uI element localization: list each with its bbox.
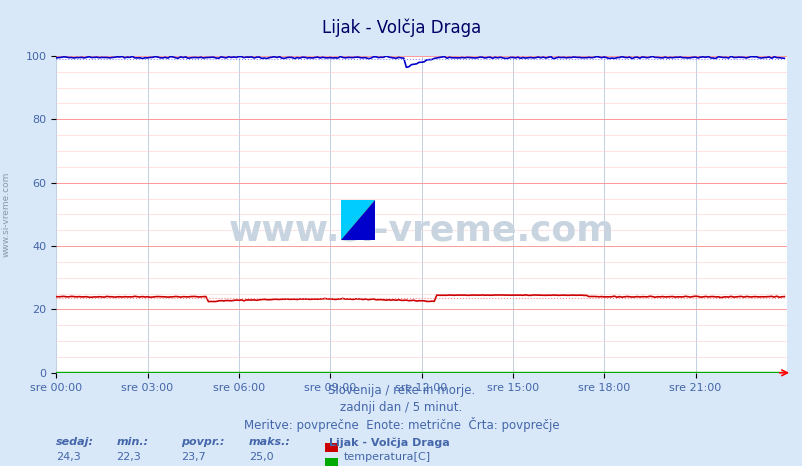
Text: zadnji dan / 5 minut.: zadnji dan / 5 minut. bbox=[340, 401, 462, 414]
Text: Meritve: povprečne  Enote: metrične  Črta: povprečje: Meritve: povprečne Enote: metrične Črta:… bbox=[243, 417, 559, 432]
Polygon shape bbox=[341, 200, 375, 240]
Text: 24,3: 24,3 bbox=[56, 452, 81, 461]
Text: 22,3: 22,3 bbox=[116, 452, 141, 461]
Text: maks.:: maks.: bbox=[249, 437, 290, 447]
Text: Lijak - Volčja Draga: Lijak - Volčja Draga bbox=[322, 19, 480, 37]
Text: www.si-vreme.com: www.si-vreme.com bbox=[2, 171, 11, 257]
Text: 23,7: 23,7 bbox=[180, 452, 205, 461]
Text: min.:: min.: bbox=[116, 437, 148, 447]
Text: temperatura[C]: temperatura[C] bbox=[343, 452, 430, 461]
Text: Slovenija / reke in morje.: Slovenija / reke in morje. bbox=[327, 384, 475, 397]
Polygon shape bbox=[341, 200, 375, 240]
Text: povpr.:: povpr.: bbox=[180, 437, 224, 447]
Text: www.si-vreme.com: www.si-vreme.com bbox=[229, 213, 614, 247]
Text: Lijak - Volčja Draga: Lijak - Volčja Draga bbox=[329, 437, 449, 448]
Text: sedaj:: sedaj: bbox=[56, 437, 94, 447]
Text: 25,0: 25,0 bbox=[249, 452, 273, 461]
